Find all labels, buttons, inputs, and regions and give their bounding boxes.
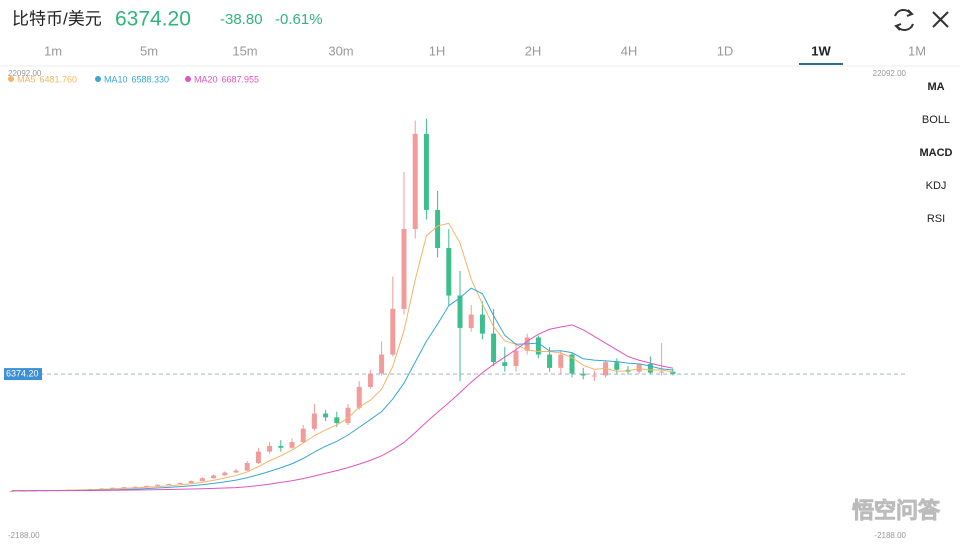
candle-body [390, 308, 396, 355]
timeframe-tab[interactable]: 1W [811, 43, 831, 58]
candle-body [121, 487, 127, 489]
legend-value: 6687.955 [222, 74, 260, 84]
candle-body [491, 333, 497, 363]
refresh-button[interactable] [894, 9, 914, 31]
candle-body [558, 354, 564, 368]
candle-body [311, 413, 317, 429]
candle-body [367, 373, 373, 387]
price-tag-bg [4, 368, 42, 381]
close-button[interactable] [932, 11, 949, 28]
candle-body [155, 484, 161, 486]
timeframe-tab[interactable]: 30m [328, 43, 353, 58]
legend-dot [95, 76, 101, 82]
candle-body [401, 228, 407, 309]
candle-body [435, 209, 441, 249]
indicator-tab[interactable]: BOLL [922, 114, 950, 126]
candle-body [614, 362, 620, 370]
candle-body [636, 364, 642, 372]
candle-body [412, 133, 418, 229]
legend-dot [8, 76, 14, 82]
candle-body [188, 481, 194, 483]
y-tick-label: 22092.00 [8, 69, 42, 78]
last-price: 6374.20 [115, 8, 191, 31]
candle-body [659, 371, 665, 373]
pair-title: 比特币/美元 [12, 9, 102, 28]
indicator-tab[interactable]: RSI [927, 213, 945, 225]
y-tick-label: -2188.00 [874, 531, 906, 540]
ma-line [11, 324, 673, 492]
candle-body [580, 373, 586, 376]
candle-body [143, 485, 149, 487]
y-tick-label: 22092.00 [873, 69, 907, 78]
candle-body [457, 295, 463, 328]
legend-name: MA20 [194, 74, 218, 84]
legend-name: MA10 [104, 74, 128, 84]
timeframe-tab[interactable]: 1M [908, 43, 926, 58]
candle-body [502, 362, 508, 366]
candle-body [569, 354, 575, 374]
candle-body [670, 371, 676, 375]
candle-body [244, 463, 250, 471]
candle-body [255, 451, 261, 464]
candle-body [177, 482, 183, 484]
timeframe-tab[interactable]: 1m [44, 43, 62, 58]
timeframe-tab[interactable]: 4H [621, 43, 638, 58]
candle-body [547, 354, 553, 368]
candle-body [267, 445, 273, 452]
candle-body [166, 483, 172, 485]
legend-dot [185, 76, 191, 82]
candle-body [591, 375, 597, 377]
candle-body [423, 133, 429, 210]
candle-body [535, 337, 541, 355]
candle-body [468, 314, 474, 328]
candle-body [132, 486, 138, 488]
ma-line [11, 222, 673, 492]
indicator-tab[interactable]: MACD [920, 147, 953, 159]
y-tick-label: -2188.00 [8, 531, 40, 540]
price-tag: 6374.20 [6, 368, 39, 378]
candle-body [345, 407, 351, 424]
indicator-tab[interactable]: KDJ [926, 180, 947, 192]
candle-body [289, 442, 295, 448]
ma-line [11, 287, 673, 492]
indicator-tab[interactable]: MA [927, 81, 944, 93]
candle-body [110, 487, 116, 489]
price-change: -38.80 [220, 11, 263, 28]
candle-body [211, 475, 217, 479]
candle-body [446, 248, 452, 296]
legend-value: 6481.760 [40, 74, 78, 84]
candle-body [356, 386, 362, 408]
candle-body [9, 490, 15, 492]
candle-body [323, 413, 329, 418]
candle-body [199, 478, 205, 482]
candle-body [603, 362, 609, 376]
candle-body [379, 354, 385, 374]
candle-body [334, 417, 340, 424]
watermark: 悟空问答 [852, 498, 941, 523]
candle-body [513, 350, 519, 366]
timeframe-tab[interactable]: 1H [429, 43, 446, 58]
legend-name: MA5 [17, 74, 36, 84]
timeframe-tab[interactable]: 5m [140, 43, 158, 58]
timeframe-tab[interactable]: 2H [525, 43, 542, 58]
price-change-pct: -0.61% [275, 11, 323, 28]
candle-body [233, 470, 239, 473]
candle-body [222, 472, 228, 476]
legend-value: 6588.330 [132, 74, 170, 84]
candle-body [647, 364, 653, 373]
candle-body [300, 428, 306, 443]
timeframe-tab[interactable]: 15m [232, 43, 257, 58]
candle-body [479, 314, 485, 334]
candle-body [278, 445, 284, 448]
timeframe-tab[interactable]: 1D [717, 43, 734, 58]
